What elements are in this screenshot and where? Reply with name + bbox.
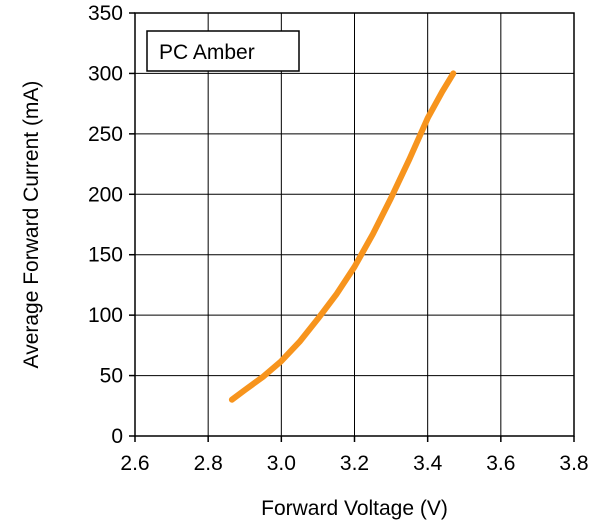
legend-label: PC Amber (159, 41, 255, 64)
y-tick-label: 300 (88, 62, 123, 85)
y-tick-label: 150 (88, 244, 123, 267)
x-tick-labels: 2.6 2.8 3.0 3.2 3.4 3.6 3.8 (120, 452, 588, 475)
y-tick-label: 100 (88, 304, 123, 327)
plot-frame (134, 12, 575, 437)
x-tick-label: 2.6 (120, 452, 149, 475)
x-tick-label: 3.8 (559, 452, 588, 475)
y-tick-label: 350 (88, 2, 123, 25)
legend-box (146, 30, 300, 72)
y-tick-label: 200 (88, 183, 123, 206)
x-tick-label: 2.8 (194, 452, 223, 475)
x-tick-label: 3.2 (340, 452, 369, 475)
x-axis-label: Forward Voltage (V) (261, 497, 448, 520)
y-tick-label: 250 (88, 123, 123, 146)
legend: PC Amber (146, 30, 300, 72)
y-tick-label: 0 (111, 425, 123, 448)
series-layer (228, 70, 457, 403)
y-tick-label: 50 (100, 365, 123, 388)
y-tick-labels: 0 50 100 150 200 250 300 350 (88, 2, 123, 448)
grid (129, 12, 575, 442)
x-tick-label: 3.0 (267, 452, 296, 475)
y-axis-label: Average Forward Current (mA) (20, 81, 43, 369)
x-tick-label: 3.4 (413, 452, 443, 475)
x-tick-label: 3.6 (486, 452, 515, 475)
series-line (228, 70, 457, 403)
